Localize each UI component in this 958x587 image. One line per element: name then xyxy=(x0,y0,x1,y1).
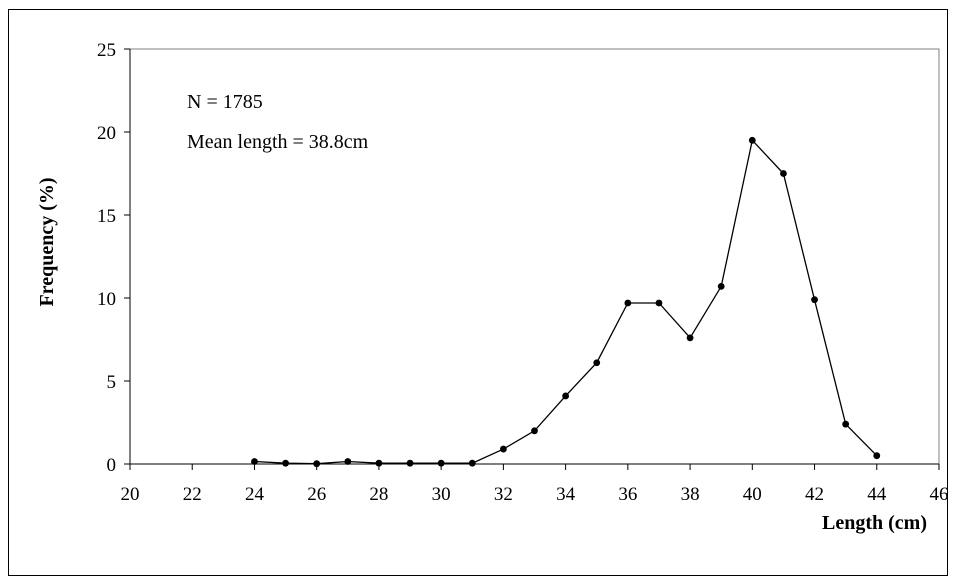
x-tick-label: 34 xyxy=(556,484,576,505)
x-tick-label: 38 xyxy=(681,484,700,505)
data-point xyxy=(437,459,445,467)
chart-frame: 0 5 10 15 20 25 20 22 24 26 28 30 32 34 36 38 40 42 44 46 N… xyxy=(8,9,949,576)
x-tick-label: 30 xyxy=(432,484,451,505)
y-tick-label: 5 xyxy=(107,372,117,393)
y-tick-label: 0 xyxy=(107,455,117,476)
data-point xyxy=(562,392,570,400)
data-point xyxy=(344,458,352,465)
y-axis-title: Frequency (%) xyxy=(36,177,58,306)
series-line xyxy=(254,138,878,465)
y-tick-label: 20 xyxy=(97,123,116,144)
x-tick-label: 40 xyxy=(743,484,762,505)
axis-ticks: 0 5 10 15 20 25 20 22 24 26 28 30 32 34 36 38 40 42 44 46 xyxy=(97,40,949,505)
data-point xyxy=(873,452,881,460)
data-point xyxy=(811,296,818,304)
annotation-mean-length: Mean length = 38.8cm xyxy=(187,131,369,153)
data-point xyxy=(313,460,321,468)
x-tick-label: 26 xyxy=(307,484,326,505)
data-series xyxy=(251,136,881,468)
y-tick-label: 15 xyxy=(97,206,116,227)
x-tick-label: 32 xyxy=(494,484,513,505)
data-point xyxy=(499,445,507,453)
y-tick-label: 10 xyxy=(97,289,116,310)
data-point xyxy=(282,459,289,467)
chart-svg: 0 5 10 15 20 25 20 22 24 26 28 30 32 34 36 38 40 42 44 46 N… xyxy=(36,40,949,534)
data-point xyxy=(655,299,663,307)
data-point xyxy=(842,420,850,428)
plot-border xyxy=(130,48,940,464)
data-point xyxy=(406,459,414,467)
annotation-count: N = 1785 xyxy=(187,91,263,113)
axes xyxy=(129,49,939,465)
data-point xyxy=(468,459,476,467)
x-tick-label: 22 xyxy=(183,484,202,505)
data-point xyxy=(375,459,383,467)
data-point xyxy=(780,170,787,177)
data-point xyxy=(251,458,258,465)
x-tick-label: 24 xyxy=(245,484,265,505)
x-tick-label: 36 xyxy=(618,484,637,505)
data-point xyxy=(717,282,725,290)
data-point xyxy=(686,334,694,342)
x-tick-label: 46 xyxy=(930,484,948,505)
plot-area xyxy=(130,48,940,464)
data-point xyxy=(624,299,632,307)
data-point xyxy=(748,136,756,144)
x-axis-title: Length (cm) xyxy=(822,512,927,534)
y-tick-label: 25 xyxy=(97,40,116,61)
x-tick-label: 28 xyxy=(369,484,388,505)
x-tick-label: 42 xyxy=(805,484,824,505)
x-tick-label: 20 xyxy=(121,484,140,505)
x-tick-label: 44 xyxy=(867,484,887,505)
data-point xyxy=(593,359,601,367)
data-point xyxy=(531,427,538,435)
